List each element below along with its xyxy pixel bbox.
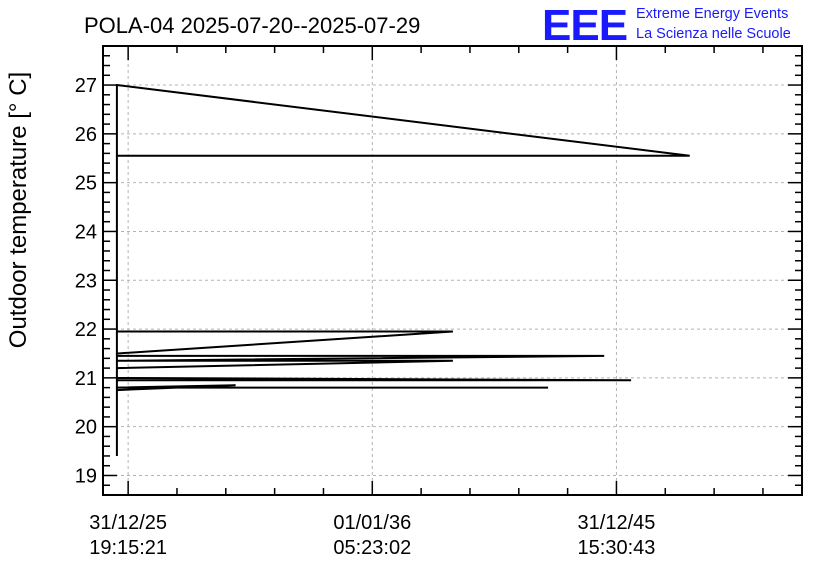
y-tick-labels: 19 20 21 22 23 24 25 26 27 (75, 75, 97, 487)
eee-logo: EEE Extreme Energy Events La Scienza nel… (542, 1, 791, 50)
plot-frame (102, 45, 803, 496)
y-tick-label: 27 (75, 75, 97, 97)
y-tick-label: 25 (75, 173, 97, 195)
y-axis-label: Outdoor temperature [° C] (5, 72, 32, 348)
grid-lines (103, 46, 802, 495)
series-layer (115, 83, 690, 456)
y-tick-label: 24 (75, 221, 97, 243)
y-tick-label: 19 (75, 465, 97, 487)
y-tick-label: 20 (75, 417, 97, 439)
x-tick-label-date: 31/12/45 (578, 512, 656, 534)
x-tick-label-time: 05:23:02 (333, 537, 411, 559)
x-tick-label-time: 15:30:43 (578, 537, 656, 559)
x-tick-label-date: 01/01/36 (333, 512, 411, 534)
chart-title: POLA-04 2025-07-20--2025-07-29 (84, 13, 420, 38)
temperature-series-line (115, 83, 690, 456)
y-tick-label: 23 (75, 270, 97, 292)
major-ticks (103, 46, 802, 495)
logo-line-1: Extreme Energy Events (636, 6, 788, 22)
x-tick-labels: 31/12/25 19:15:21 01/01/36 05:23:02 31/12/45… (89, 512, 655, 559)
y-tick-label: 22 (75, 319, 97, 341)
x-tick-label-time: 19:15:21 (89, 537, 167, 559)
minor-ticks (103, 45, 802, 496)
x-tick-label-date: 31/12/25 (89, 512, 167, 534)
eee-logo-mark: EEE (542, 1, 627, 50)
logo-line-2: La Scienza nelle Scuole (636, 26, 791, 42)
y-tick-label: 21 (75, 368, 97, 390)
y-tick-label: 26 (75, 124, 97, 146)
